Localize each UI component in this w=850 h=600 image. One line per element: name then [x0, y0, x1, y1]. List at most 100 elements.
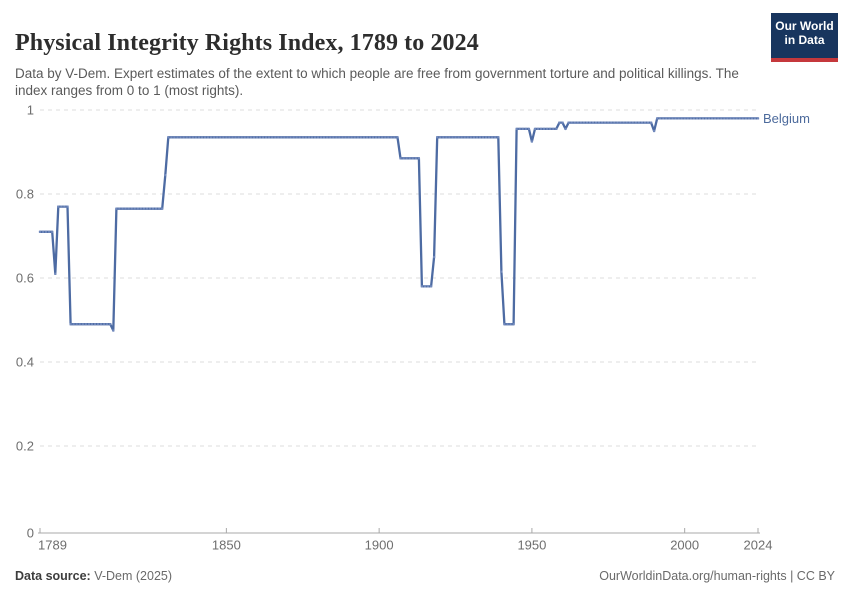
data-point-marker	[127, 207, 130, 210]
data-point-marker	[738, 117, 741, 120]
data-point-marker	[182, 136, 185, 139]
data-point-marker	[51, 230, 54, 233]
data-point-marker	[598, 121, 601, 124]
data-point-marker	[509, 323, 512, 326]
data-point-marker	[396, 136, 399, 139]
y-axis-tick-label: 0	[27, 526, 34, 541]
attribution-link[interactable]: OurWorldinData.org/human-rights | CC BY	[599, 569, 835, 583]
data-point-marker	[481, 136, 485, 139]
data-point-marker	[118, 207, 121, 210]
data-point-marker	[310, 136, 313, 139]
data-point-marker	[271, 136, 274, 139]
data-point-marker	[130, 207, 133, 210]
data-point-marker	[457, 136, 460, 139]
data-point-marker	[753, 117, 756, 120]
data-point-marker	[258, 136, 262, 139]
data-point-marker	[472, 136, 475, 139]
data-point-marker	[671, 117, 674, 120]
data-point-marker	[420, 285, 423, 288]
data-point-marker	[469, 136, 472, 139]
data-point-marker	[668, 117, 671, 120]
data-point-marker	[442, 136, 445, 139]
data-point-marker	[344, 136, 347, 139]
data-point-marker	[591, 121, 595, 124]
data-point-marker	[365, 136, 368, 139]
data-point-marker	[680, 117, 683, 120]
data-point-marker	[549, 127, 552, 130]
data-point-marker	[417, 157, 420, 160]
data-point-marker	[677, 117, 680, 120]
x-axis-tick-label: 1900	[365, 538, 394, 553]
data-point-marker	[601, 121, 604, 124]
data-point-marker	[732, 117, 735, 120]
data-point-marker	[399, 157, 402, 160]
data-point-marker	[750, 117, 753, 120]
data-source-value: V-Dem (2025)	[90, 569, 173, 583]
data-point-marker	[573, 121, 576, 124]
data-point-marker	[607, 121, 610, 124]
data-point-marker	[307, 136, 310, 139]
y-axis-tick-label: 0.2	[16, 439, 34, 454]
data-point-marker	[646, 121, 650, 124]
data-point-marker	[84, 323, 87, 326]
data-point-marker	[604, 121, 607, 124]
chart-subtitle: Data by V-Dem. Expert estimates of the e…	[15, 65, 739, 99]
data-point-marker	[142, 207, 145, 210]
data-point-marker	[265, 136, 268, 139]
data-point-marker	[155, 207, 158, 210]
data-point-marker	[72, 323, 75, 326]
data-point-marker	[210, 136, 213, 139]
data-point-marker	[268, 136, 271, 139]
data-point-marker	[411, 157, 414, 160]
data-point-marker	[375, 136, 378, 139]
data-point-marker	[595, 121, 598, 124]
data-point-marker	[362, 136, 365, 139]
data-point-marker	[433, 255, 436, 259]
data-point-marker	[353, 136, 356, 139]
data-point-marker	[426, 285, 430, 288]
data-point-marker	[726, 117, 729, 120]
data-point-marker	[228, 136, 231, 139]
data-point-marker	[524, 127, 527, 130]
data-point-marker	[368, 136, 372, 139]
data-point-marker	[197, 136, 200, 139]
data-point-marker	[463, 136, 466, 139]
data-point-marker	[637, 121, 640, 124]
data-point-marker	[674, 117, 677, 120]
y-axis-tick-label: 1	[27, 103, 34, 118]
data-point-marker	[87, 323, 90, 326]
data-point-marker	[579, 121, 582, 124]
data-point-marker	[75, 323, 78, 326]
data-point-marker	[466, 136, 469, 139]
data-point-marker	[332, 136, 335, 139]
data-point-marker	[213, 136, 216, 139]
data-point-marker	[246, 136, 249, 139]
data-point-marker	[194, 136, 197, 139]
data-point-marker	[249, 136, 252, 139]
data-point-marker	[378, 136, 381, 139]
data-point-marker	[200, 136, 203, 139]
data-point-marker	[515, 127, 518, 130]
x-axis-tick-label: 2000	[670, 538, 699, 553]
data-point-marker	[582, 121, 585, 124]
data-point-marker	[405, 157, 408, 160]
data-point-marker	[714, 117, 717, 120]
data-point-marker	[237, 136, 240, 139]
data-point-marker	[408, 157, 411, 160]
data-point-marker	[692, 117, 695, 120]
data-point-marker	[576, 121, 579, 124]
data-point-marker	[625, 121, 628, 124]
data-point-marker	[384, 136, 387, 139]
data-point-marker	[717, 117, 720, 120]
x-axis-tick-label: 1950	[517, 538, 546, 553]
data-point-marker	[683, 117, 686, 120]
data-point-marker	[176, 136, 179, 139]
data-point-marker	[460, 136, 463, 139]
data-point-marker	[359, 136, 362, 139]
data-point-marker	[695, 117, 698, 120]
data-point-marker	[512, 323, 515, 326]
data-point-marker	[151, 207, 155, 210]
data-point-marker	[231, 136, 234, 139]
data-point-marker	[643, 121, 647, 124]
data-point-marker	[656, 117, 659, 120]
